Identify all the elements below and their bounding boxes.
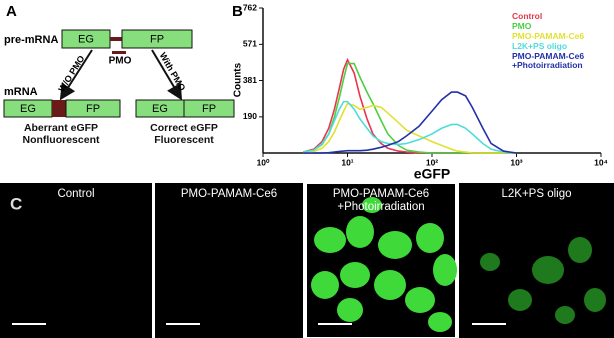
legend-entry: PMO-PAMAM-Ce6 [512, 31, 585, 41]
series-line [303, 91, 517, 154]
fp-label: FP [86, 103, 100, 115]
fp-box [65, 99, 121, 118]
pre-mrna-label: pre-mRNA [4, 34, 58, 46]
image-title: PMO-PAMAM-Ce6 +Photoirradiation [332, 188, 430, 214]
caption: Correct eGFP Fluorescent [150, 122, 218, 147]
y-tick-label: 190 [243, 111, 257, 121]
panel-label: C [10, 194, 22, 213]
cells [311, 197, 457, 332]
y-tick-label: 571 [243, 39, 257, 49]
mrna-label: mRNA [4, 86, 38, 98]
legend-entry: PMO-PAMAM-Ce6 +Photoirradiation [512, 51, 585, 71]
eg-label: EG [152, 103, 168, 115]
caption: Aberrant eGFP Nonfluorescent [22, 122, 100, 147]
series-line [303, 100, 517, 154]
intron [110, 37, 122, 41]
x-tick-label: 10⁰ [257, 157, 270, 167]
y-axis-label: Counts [233, 62, 244, 97]
x-tick-label: 10⁴ [594, 157, 608, 167]
eg-label: EG [78, 33, 94, 45]
fp-box [183, 99, 235, 118]
y-tick-label: 381 [243, 75, 257, 85]
x-axis-label: eGFP [414, 166, 451, 182]
x-tick-label: 10³ [510, 157, 522, 167]
legend-entry: L2K+PS oligo [512, 41, 568, 51]
image-title: L2K+PS oligo [501, 188, 572, 200]
eg-label: EG [20, 103, 36, 115]
panel-label: A [6, 3, 17, 20]
fp-box [121, 29, 193, 49]
micrograph [305, 182, 457, 338]
image-title: PMO-PAMAM-Ce6 [180, 188, 278, 200]
panel-label: B [232, 3, 243, 20]
arrow [151, 49, 183, 101]
arrow [59, 49, 93, 101]
series-line [303, 102, 517, 154]
legend-entry: Control [512, 11, 543, 21]
fp-label: FP [202, 103, 216, 115]
micrograph [155, 183, 303, 338]
without-pmo-label: W/O PMO [56, 54, 86, 94]
micrograph [0, 183, 152, 338]
pmo-oligo [112, 51, 126, 54]
intron [52, 100, 66, 117]
x-tick-label: 10² [426, 157, 438, 167]
chart: 190 381 571 762 10⁰ 10¹ 10² 10³ 10⁴ [243, 2, 608, 167]
pmo-label: PMO [109, 56, 132, 67]
image-title: Control [57, 188, 95, 200]
legend-entry: PMO [512, 21, 532, 31]
cells [480, 237, 606, 324]
x-tick-label: 10¹ [341, 157, 353, 167]
fp-label: FP [150, 33, 164, 45]
series-line [303, 57, 517, 154]
y-tick-label: 762 [243, 2, 257, 12]
